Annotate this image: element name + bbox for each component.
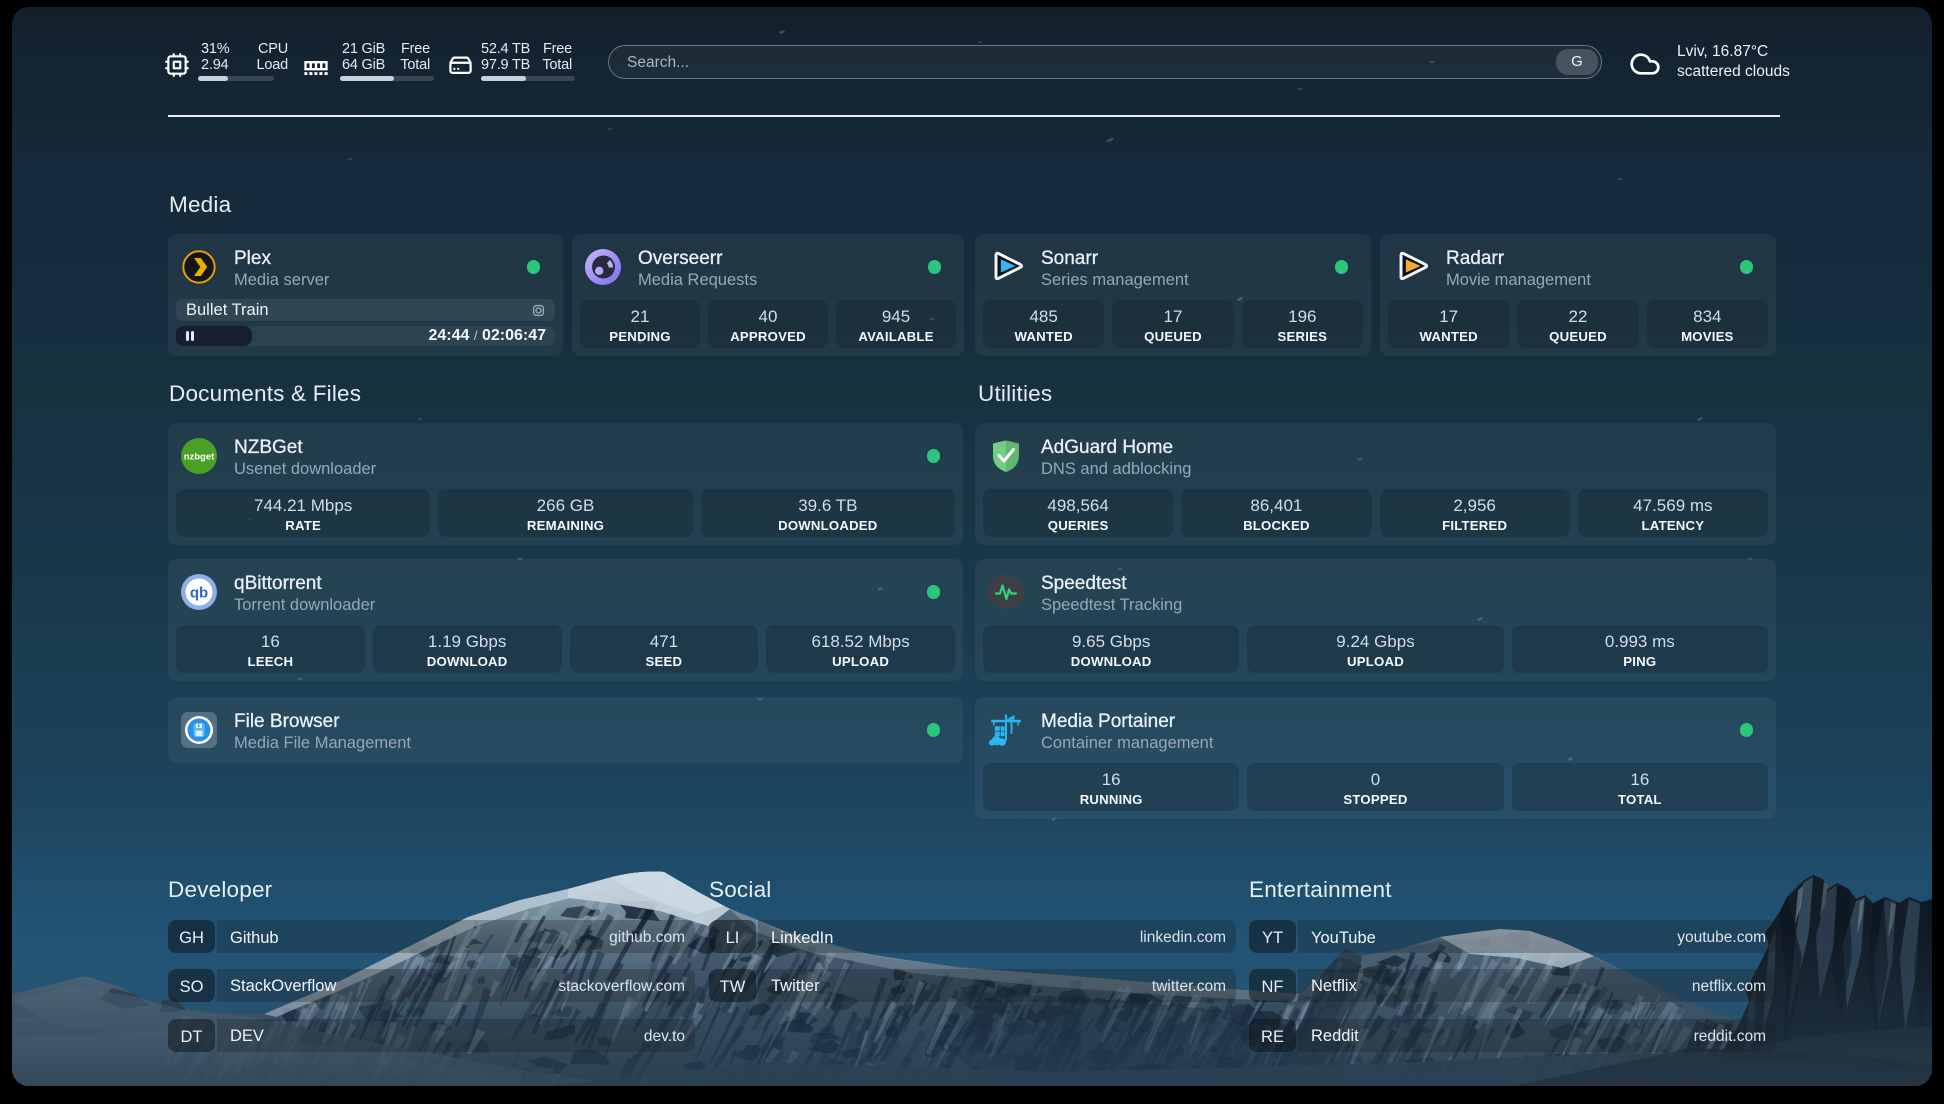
svg-text:qb: qb xyxy=(190,585,208,602)
svg-text:nzbget: nzbget xyxy=(184,452,215,463)
